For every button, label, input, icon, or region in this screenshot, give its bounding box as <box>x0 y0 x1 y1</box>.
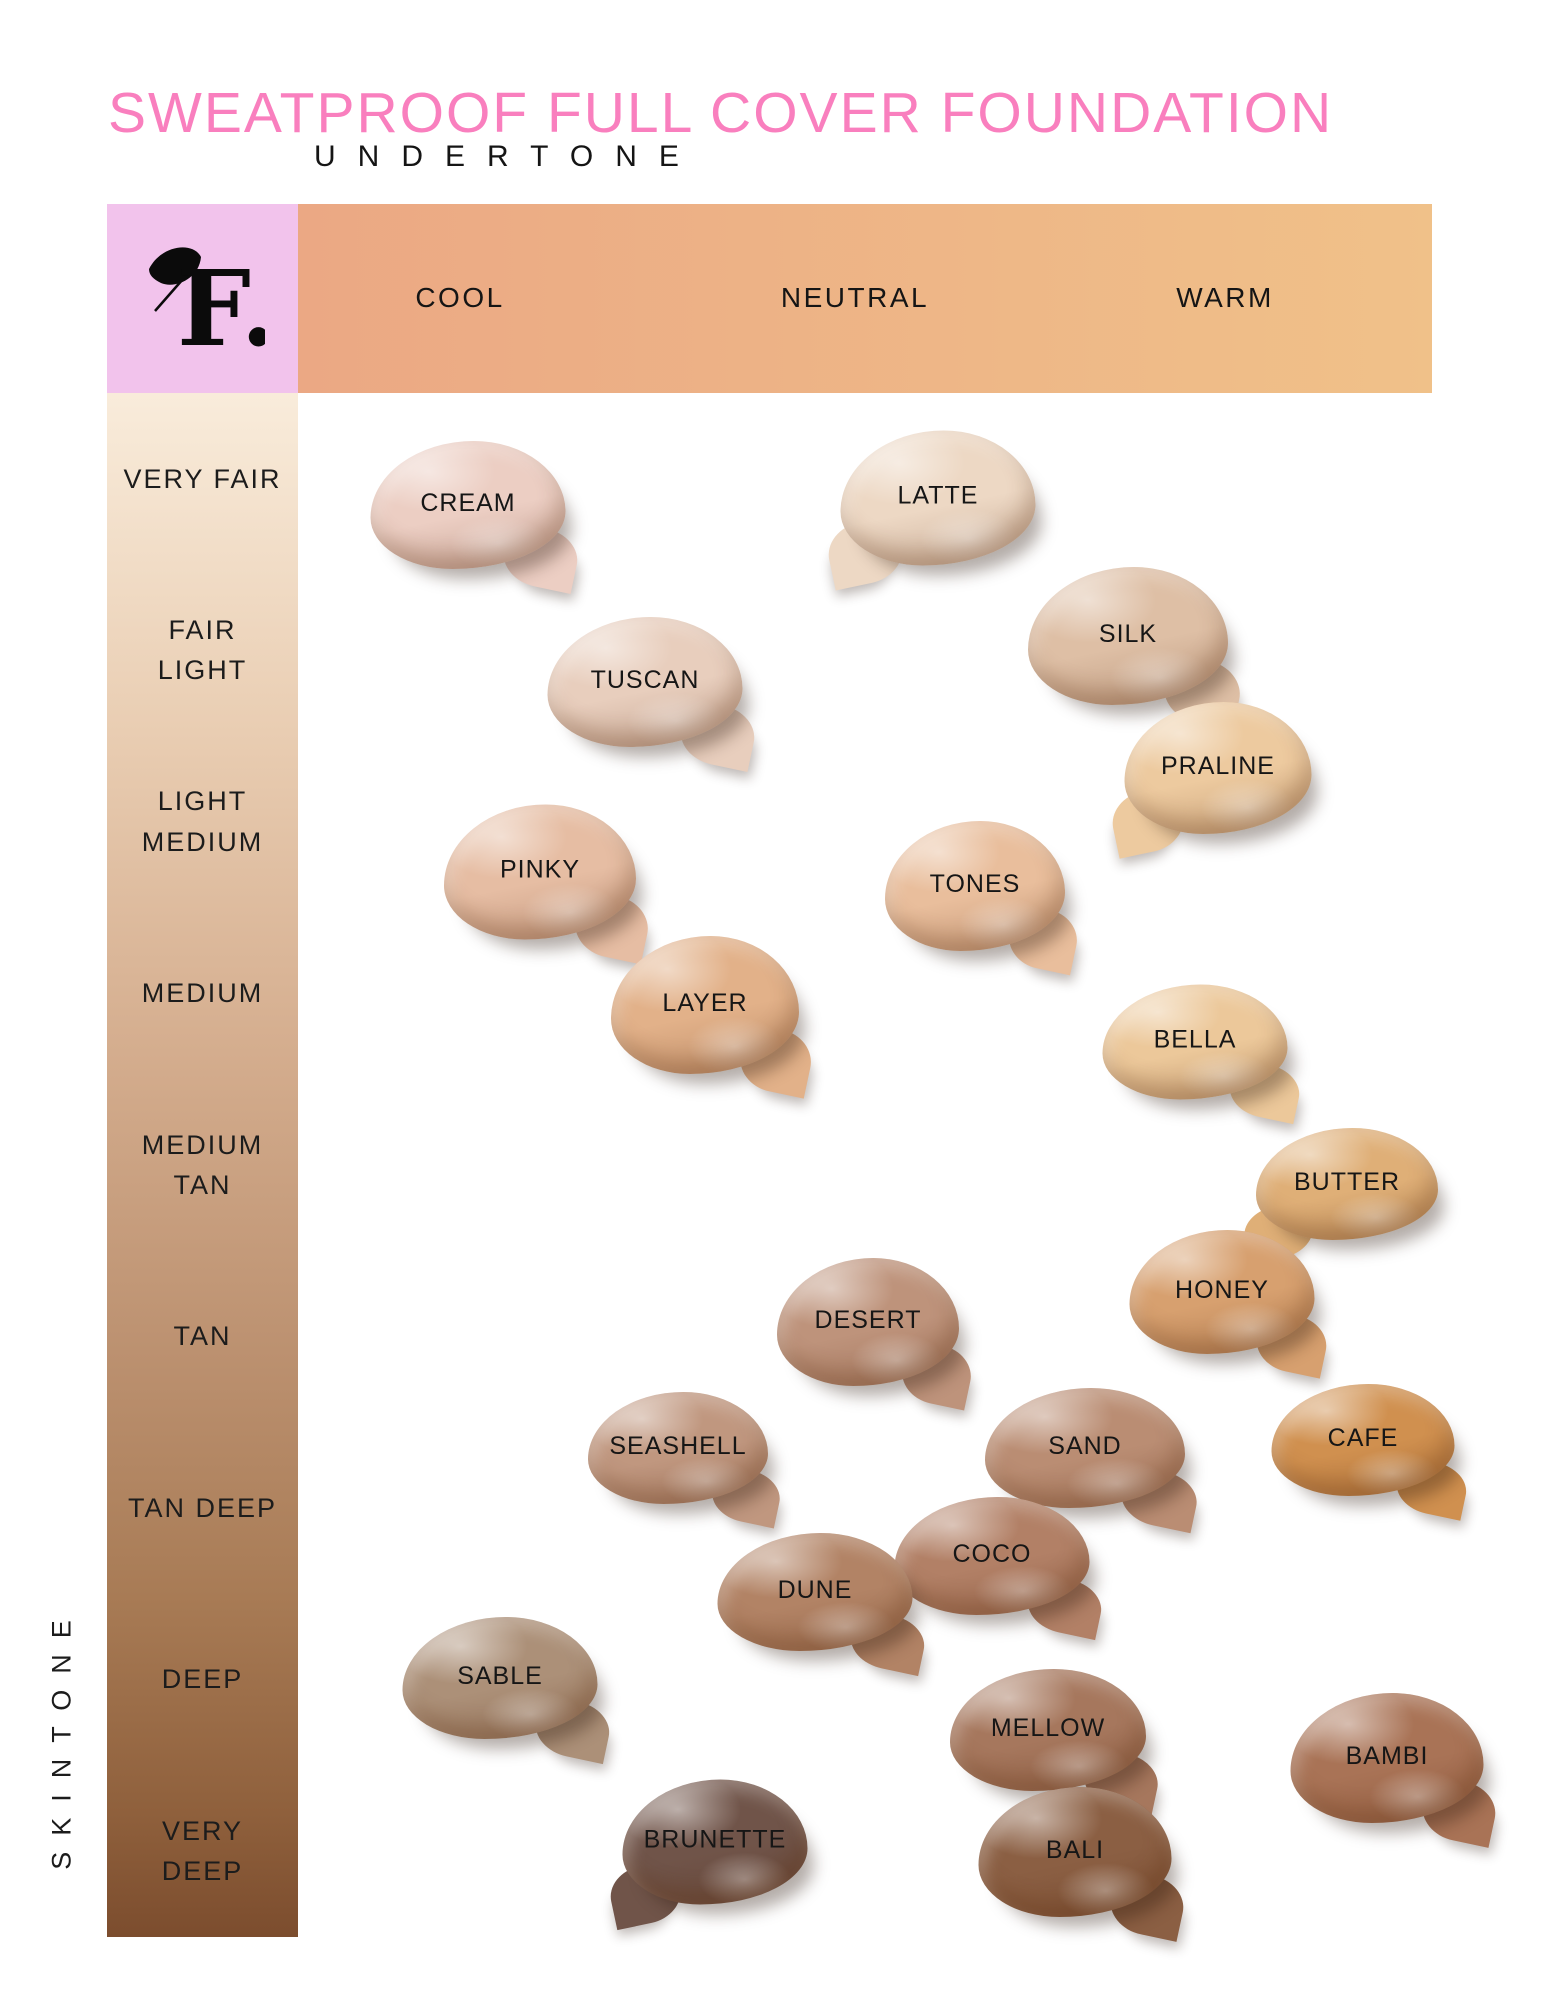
shade-blob: SAND <box>985 1388 1185 1508</box>
shade-blob: BALI <box>978 1787 1172 1917</box>
shade-label: BRUNETTE <box>643 1825 787 1854</box>
shade-label: CREAM <box>420 488 516 517</box>
row-label-light-medium: LIGHT MEDIUM <box>107 736 298 908</box>
shade-swatch-tuscan: TUSCAN <box>547 617 743 747</box>
shade-swatch-desert: DESERT <box>777 1258 959 1386</box>
shade-blob: BAMBI <box>1290 1693 1484 1823</box>
brand-leaf-logo-icon: F. <box>148 246 265 365</box>
shade-label: TUSCAN <box>590 665 700 694</box>
shade-swatch-latte: LATTE <box>840 430 1036 566</box>
row-label-text: MEDIUM TAN <box>141 1129 264 1201</box>
shade-blob: LAYER <box>611 936 799 1074</box>
shade-blob: LATTE <box>840 430 1036 566</box>
shade-label: PRALINE <box>1161 751 1275 780</box>
row-label-text: TAN <box>173 1321 232 1352</box>
row-label-tan: TAN <box>107 1251 298 1423</box>
shade-blob: MELLOW <box>950 1669 1146 1791</box>
shade-swatch-bambi: BAMBI <box>1290 1693 1484 1823</box>
shade-label: TONES <box>929 869 1021 898</box>
shade-label: COCO <box>952 1539 1032 1568</box>
shade-label: BELLA <box>1153 1025 1237 1054</box>
shade-blob: TUSCAN <box>547 617 743 747</box>
shade-blob: BUTTER <box>1256 1128 1438 1240</box>
row-label-text: VERY DEEP <box>161 1815 244 1887</box>
shade-blob: PINKY <box>444 804 636 940</box>
shade-swatch-cafe: CAFE <box>1271 1384 1455 1496</box>
shade-swatch-tones: TONES <box>885 821 1065 951</box>
shade-swatch-praline: PRALINE <box>1124 702 1312 834</box>
shade-swatch-bella: BELLA <box>1102 984 1288 1100</box>
shade-swatch-silk: SILK <box>1028 567 1228 705</box>
shade-blob: BELLA <box>1102 984 1288 1100</box>
shade-label: BALI <box>1045 1835 1105 1864</box>
shade-label: HONEY <box>1175 1275 1269 1304</box>
brand-logo-box: F. <box>107 204 298 393</box>
shade-label: MELLOW <box>990 1713 1106 1742</box>
undertone-header-bar <box>298 204 1432 393</box>
shade-label: SEASHELL <box>609 1431 747 1460</box>
shade-label: DESERT <box>814 1305 922 1334</box>
shade-swatch-coco: COCO <box>894 1497 1090 1615</box>
column-label-cool: COOL <box>415 282 505 313</box>
shade-swatch-cream: CREAM <box>370 441 566 569</box>
shade-label: SAND <box>1048 1431 1122 1460</box>
shade-blob: DUNE <box>717 1533 913 1651</box>
shade-label: BUTTER <box>1294 1167 1400 1196</box>
skintone-axis-label: SKINTONE <box>46 1604 77 1870</box>
shade-label: LATTE <box>897 481 979 510</box>
shade-swatch-bali: BALI <box>978 1787 1172 1917</box>
shade-blob: HONEY <box>1129 1230 1315 1354</box>
row-label-deep: DEEP <box>107 1594 298 1766</box>
shade-label: PINKY <box>499 855 581 884</box>
shade-blob: SABLE <box>402 1617 598 1739</box>
row-label-text: DEEP <box>161 1664 244 1695</box>
page-title: SWEATPROOF FULL COVER FOUNDATION <box>108 81 1334 146</box>
shade-blob: TONES <box>885 821 1065 951</box>
column-label-neutral: NEUTRAL <box>780 282 930 313</box>
shade-label: LAYER <box>662 988 748 1017</box>
shade-blob: DESERT <box>777 1258 959 1386</box>
shade-blob: CREAM <box>370 441 566 569</box>
shade-label: BAMBI <box>1345 1741 1429 1770</box>
shade-blob: SILK <box>1028 567 1228 705</box>
shade-label: DUNE <box>777 1575 853 1604</box>
svg-text:F.: F. <box>177 247 265 365</box>
shade-swatch-dune: DUNE <box>717 1533 913 1651</box>
row-label-text: TAN DEEP <box>127 1492 278 1523</box>
row-label-text: FAIR LIGHT <box>157 614 248 686</box>
shade-swatch-brunette: BRUNETTE <box>622 1779 808 1905</box>
row-label-medium: MEDIUM <box>107 908 298 1080</box>
row-label-very-fair: VERY FAIR <box>107 393 298 565</box>
shade-blob: CAFE <box>1271 1384 1455 1496</box>
shade-swatch-honey: HONEY <box>1129 1230 1315 1354</box>
shade-swatch-pinky: PINKY <box>444 804 636 940</box>
undertone-axis-label: UNDERTONE <box>314 140 701 173</box>
shade-swatch-sable: SABLE <box>402 1617 598 1739</box>
row-label-very-deep: VERY DEEP <box>107 1765 298 1937</box>
shade-label: CAFE <box>1327 1423 1399 1452</box>
shade-label: SILK <box>1098 619 1158 648</box>
skintone-sidebar <box>107 393 298 1937</box>
row-label-tan-deep: TAN DEEP <box>107 1422 298 1594</box>
shade-swatch-layer: LAYER <box>611 936 799 1074</box>
shade-swatch-sand: SAND <box>985 1388 1185 1508</box>
row-label-text: VERY FAIR <box>123 463 282 494</box>
row-label-medium-tan: MEDIUM TAN <box>107 1079 298 1251</box>
shade-swatch-mellow: MELLOW <box>950 1669 1146 1791</box>
shade-blob: BRUNETTE <box>622 1779 808 1905</box>
leaf-icon <box>148 246 201 285</box>
row-label-text: MEDIUM <box>141 978 264 1009</box>
shade-blob: PRALINE <box>1124 702 1312 834</box>
row-label-text: LIGHT MEDIUM <box>141 786 264 857</box>
shade-label: SABLE <box>457 1661 543 1690</box>
shade-swatch-seashell: SEASHELL <box>588 1392 768 1504</box>
column-label-warm: WARM <box>1176 282 1274 313</box>
row-label-fair-light: FAIR LIGHT <box>107 565 298 737</box>
shade-swatch-butter: BUTTER <box>1256 1128 1438 1240</box>
shade-blob: COCO <box>894 1497 1090 1615</box>
shade-blob: SEASHELL <box>588 1392 768 1504</box>
